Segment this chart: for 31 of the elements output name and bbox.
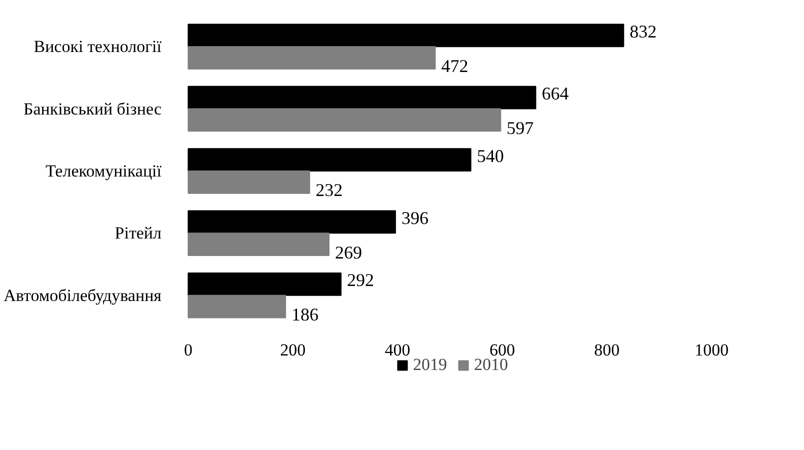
data-label: 597: [506, 118, 534, 138]
legend-label: 2019: [413, 355, 447, 375]
bar: [188, 210, 396, 234]
data-label: 186: [292, 304, 319, 325]
bar: [188, 46, 436, 70]
bar: [188, 24, 624, 48]
data-label: 540: [476, 146, 504, 166]
x-tick-label: 1000: [694, 340, 729, 360]
y-tick-label: Високі технології: [34, 37, 162, 56]
bar: [188, 86, 536, 110]
x-tick-label: 400: [384, 340, 410, 360]
data-label: 664: [542, 84, 569, 104]
data-label: 832: [630, 21, 657, 42]
x-tick-label: 0: [184, 340, 192, 360]
data-label: 269: [334, 242, 362, 262]
y-tick-label: Телекомунікації: [45, 161, 162, 180]
data-label: 396: [401, 208, 428, 228]
data-label: 292: [347, 270, 374, 290]
bar: [188, 232, 330, 256]
data-label: 232: [316, 180, 343, 200]
bar: [188, 108, 502, 132]
bar: [188, 148, 472, 172]
bar: [188, 170, 310, 194]
bar: [188, 294, 286, 318]
bar: [188, 272, 342, 296]
x-tick-label: 200: [280, 340, 306, 360]
y-tick-label: Банківський бізнес: [23, 99, 162, 118]
data-label: 472: [441, 56, 468, 76]
y-tick-label: Рітейл: [114, 224, 162, 243]
y-tick-label: Автомобілебудування: [4, 286, 162, 305]
x-tick-label: 800: [594, 340, 620, 360]
